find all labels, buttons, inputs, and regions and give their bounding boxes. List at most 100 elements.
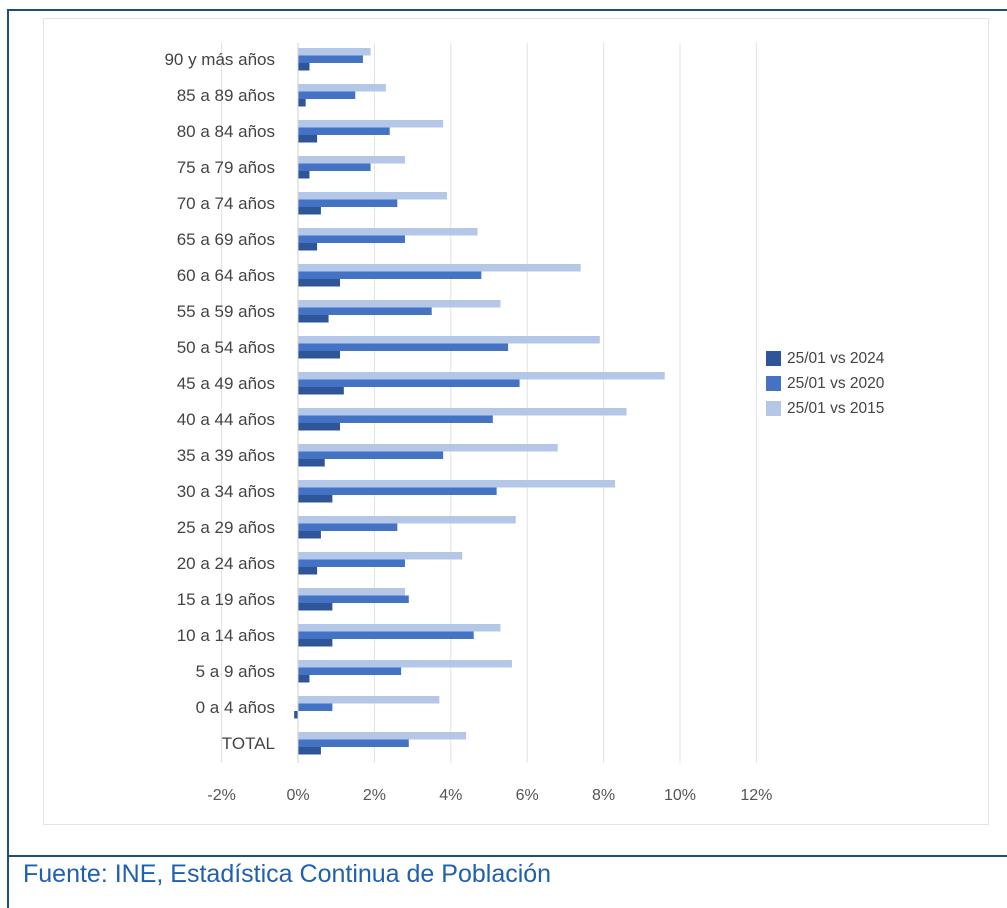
category-label-16: 10 a 14 años — [177, 626, 275, 645]
bar-17-series-1 — [298, 667, 402, 675]
bar-10-series-2 — [298, 408, 627, 416]
category-label-8: 50 a 54 años — [177, 338, 275, 357]
x-tick-label-4: 6% — [516, 787, 539, 804]
category-label-17: 5 a 9 años — [196, 662, 275, 681]
bar-10-series-0 — [298, 423, 341, 431]
bar-18-series-1 — [298, 703, 333, 711]
bar-15-series-0 — [298, 603, 333, 611]
x-tick-label-2: 2% — [363, 787, 386, 804]
category-label-19: TOTAL — [222, 734, 275, 753]
bar-11-series-0 — [298, 459, 325, 467]
bar-chart: 90 y más años 85 a 89 años 80 a 84 años 75 … — [164, 43, 772, 804]
bar-1-series-1 — [298, 91, 356, 99]
category-label-14: 20 a 24 años — [177, 554, 275, 573]
legend-swatch-2024 — [766, 351, 781, 366]
bar-7-series-1 — [298, 307, 432, 315]
bar-16-series-0 — [298, 639, 333, 647]
category-label-6: 60 a 64 años — [177, 266, 275, 285]
bar-0-series-1 — [298, 55, 363, 63]
category-label-9: 45 a 49 años — [177, 374, 275, 393]
category-label-5: 65 a 69 años — [177, 230, 275, 249]
bar-9-series-1 — [298, 379, 520, 387]
chart-container: 90 y más años 85 a 89 años 80 a 84 años 75 … — [43, 18, 989, 825]
bar-19-series-1 — [298, 739, 409, 747]
content-frame — [7, 9, 1007, 908]
bar-3-series-0 — [298, 171, 310, 179]
legend-swatch-2015 — [766, 401, 781, 416]
category-label-11: 35 a 39 años — [177, 446, 275, 465]
bar-19-series-0 — [298, 747, 321, 755]
bar-3-series-2 — [298, 156, 405, 164]
bar-4-series-0 — [298, 207, 321, 215]
x-tick-label-7: 12% — [740, 787, 772, 804]
bar-12-series-0 — [298, 495, 333, 503]
bar-2-series-0 — [298, 135, 318, 143]
bar-16-series-1 — [298, 631, 474, 639]
x-tick-label-5: 8% — [592, 787, 615, 804]
x-tick-label-1: 0% — [286, 787, 309, 804]
bar-7-series-2 — [298, 300, 501, 308]
category-label-15: 15 a 19 años — [177, 590, 275, 609]
category-label-10: 40 a 44 años — [177, 410, 275, 429]
category-label-12: 30 a 34 años — [177, 482, 275, 501]
bar-0-series-2 — [298, 48, 371, 56]
bar-1-series-2 — [298, 84, 386, 92]
bar-8-series-2 — [298, 336, 600, 344]
x-tick-label-0: -2% — [207, 787, 235, 804]
category-label-7: 55 a 59 años — [177, 302, 275, 321]
source-caption: Fuente: INE, Estadística Continua de Pob… — [23, 860, 552, 888]
bar-11-series-1 — [298, 451, 444, 459]
bar-0-series-0 — [298, 63, 310, 71]
bar-17-series-0 — [298, 675, 310, 683]
bar-14-series-1 — [298, 559, 405, 567]
bar-8-series-1 — [298, 343, 509, 351]
bar-5-series-2 — [298, 228, 478, 236]
bar-14-series-0 — [298, 567, 318, 575]
bar-6-series-0 — [298, 279, 341, 287]
category-label-18: 0 a 4 años — [196, 698, 275, 717]
category-label-3: 75 a 79 años — [177, 158, 275, 177]
legend-item-2024: 25/01 vs 2024 — [766, 346, 884, 371]
bar-13-series-2 — [298, 516, 516, 524]
bar-7-series-0 — [298, 315, 329, 323]
bar-4-series-1 — [298, 199, 398, 207]
bar-5-series-1 — [298, 235, 405, 243]
bar-6-series-1 — [298, 271, 482, 279]
bar-8-series-0 — [298, 351, 341, 359]
category-label-4: 70 a 74 años — [177, 194, 275, 213]
bar-13-series-1 — [298, 523, 398, 531]
bar-2-series-1 — [298, 127, 390, 135]
legend-swatch-2020 — [766, 376, 781, 391]
source-divider — [7, 855, 1007, 857]
bar-10-series-1 — [298, 415, 493, 423]
bar-1-series-0 — [298, 99, 306, 107]
bar-5-series-0 — [298, 243, 318, 251]
bar-15-series-1 — [298, 595, 409, 603]
legend-item-2020: 25/01 vs 2020 — [766, 371, 884, 396]
bar-15-series-2 — [298, 588, 405, 596]
chart-legend: 25/01 vs 2024 25/01 vs 2020 25/01 vs 201… — [766, 346, 884, 421]
legend-label-2024: 25/01 vs 2024 — [787, 349, 885, 367]
bar-9-series-2 — [298, 372, 665, 380]
bar-14-series-2 — [298, 552, 463, 560]
bar-12-series-2 — [298, 480, 616, 488]
x-tick-label-6: 10% — [664, 787, 696, 804]
category-label-0: 90 y más años — [164, 50, 275, 69]
bar-9-series-0 — [298, 387, 344, 395]
bar-4-series-2 — [298, 192, 447, 200]
bar-11-series-2 — [298, 444, 558, 452]
legend-item-2015: 25/01 vs 2015 — [766, 396, 884, 421]
bar-6-series-2 — [298, 264, 581, 272]
bar-3-series-1 — [298, 163, 371, 171]
bar-18-series-0 — [294, 711, 298, 719]
bar-13-series-0 — [298, 531, 321, 539]
x-tick-label-3: 4% — [439, 787, 462, 804]
legend-label-2015: 25/01 vs 2015 — [787, 399, 885, 417]
bar-17-series-2 — [298, 660, 512, 668]
legend-label-2020: 25/01 vs 2020 — [787, 374, 885, 392]
category-label-13: 25 a 29 años — [177, 518, 275, 537]
category-label-1: 85 a 89 años — [177, 86, 275, 105]
bar-2-series-2 — [298, 120, 444, 128]
bar-12-series-1 — [298, 487, 497, 495]
category-label-2: 80 a 84 años — [177, 122, 275, 141]
